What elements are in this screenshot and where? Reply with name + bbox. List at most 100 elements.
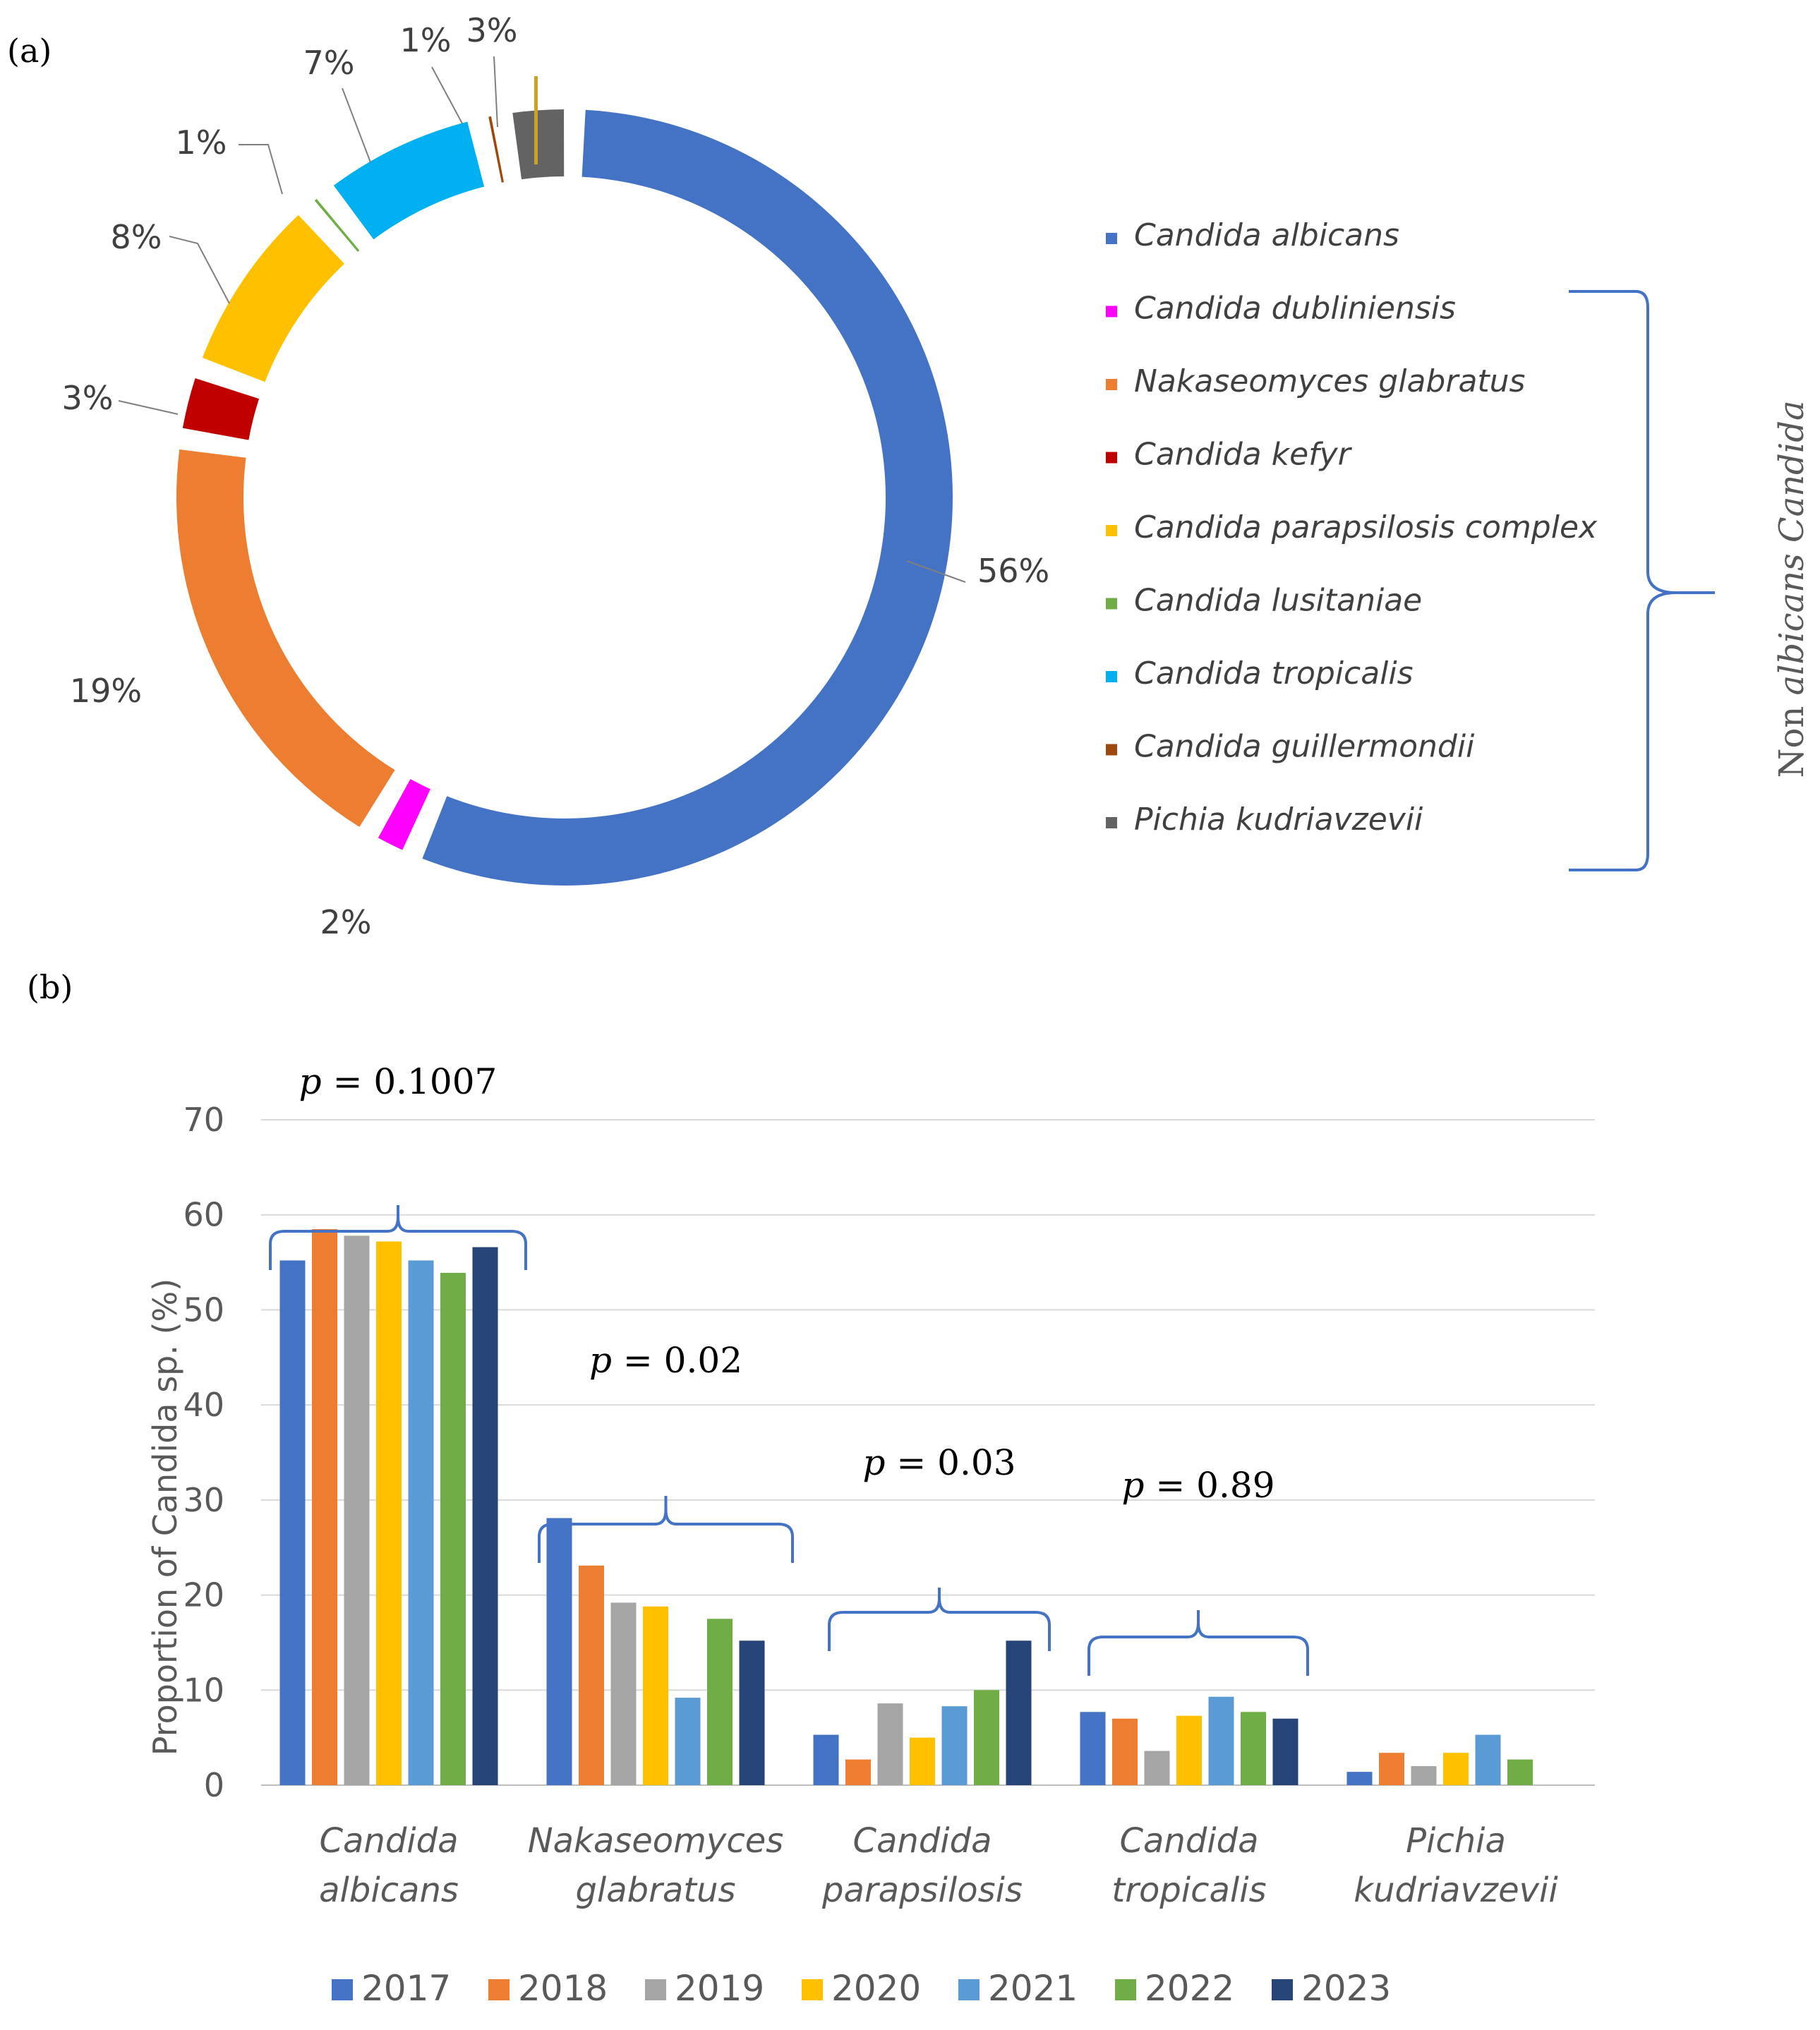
- bar-legend: 2017 2018 2019 2020 2021 2022 2023: [332, 1968, 1391, 2009]
- legend-label-nakaseomyces-glabratus: Nakaseomyces glabratus: [1134, 363, 1525, 399]
- bar-pichia-kudriavzevii-2021: [1475, 1734, 1501, 1785]
- p-value-0: p = 0.1007: [299, 1061, 498, 1102]
- legend-swatch-nakaseomyces-glabratus: [1106, 379, 1117, 390]
- legend-label-2021: 2021: [988, 1968, 1078, 2009]
- leader-line-candida-lusitaniae: [239, 144, 283, 195]
- legend-swatch-pichia-kudriavzevii: [1106, 817, 1117, 828]
- p-value-1: p = 0.02: [589, 1340, 742, 1381]
- legend-swatch-candida-parapsilosis-complex: [1106, 525, 1117, 536]
- bar-candida-albicans-2018: [312, 1228, 337, 1785]
- bar-nakaseomyces-glabratus-2019: [610, 1602, 637, 1785]
- y-tick-10: 10: [183, 1671, 224, 1709]
- donut-slice-candida-kefyr: [182, 377, 260, 440]
- bar-candida-tropicalis-2017: [1080, 1712, 1106, 1785]
- bar-candida-tropicalis-2022: [1241, 1712, 1266, 1785]
- leader-line-candida-parapsilosis-complex: [169, 236, 230, 304]
- legend-label-pichia-kudriavzevii: Pichia kudriavzevii: [1134, 802, 1423, 838]
- bar-candida-tropicalis-2018: [1112, 1718, 1138, 1785]
- x-label-candida-albicans: Candida albicans: [319, 1821, 459, 1910]
- significance-bracket-3: [1087, 1610, 1309, 1676]
- legend-label-2018: 2018: [518, 1968, 608, 2009]
- x-label-pichia-kudriavzevii: Pichia kudriavzevii: [1354, 1821, 1558, 1910]
- donut-label-candida-guillermondii: 1%: [400, 21, 452, 59]
- bar-nakaseomyces-glabratus-2021: [675, 1698, 701, 1785]
- leader-line-candida-guillermondii: [431, 66, 463, 124]
- legend-swatch-candida-lusitaniae: [1106, 598, 1117, 610]
- bar-nakaseomyces-glabratus-2020: [643, 1606, 668, 1785]
- bar-pichia-kudriavzevii-2020: [1443, 1753, 1469, 1785]
- bar-nakaseomyces-glabratus-2023: [739, 1641, 765, 1785]
- legend-swatch-2017: [332, 1979, 353, 2000]
- legend-swatch-candida-kefyr: [1106, 452, 1117, 464]
- significance-bracket-1: [538, 1496, 794, 1563]
- non-albicans-label: Non albicans Candida: [1772, 400, 1812, 778]
- legend-label-candida-parapsilosis-complex: Candida parapsilosis complex: [1134, 509, 1598, 545]
- legend-label-2020: 2020: [831, 1968, 921, 2009]
- bar-candida-albicans-2023: [472, 1247, 498, 1785]
- donut-label-candida-tropicalis: 7%: [303, 44, 355, 82]
- donut-slice-minor: [534, 76, 538, 164]
- y-tick-0: 0: [204, 1766, 224, 1804]
- bar-candida-albicans-2017: [279, 1260, 306, 1785]
- donut-legend: Candida albicans Candida dubliniensis Naka…: [1106, 217, 1598, 838]
- p-value-3: p = 0.89: [1121, 1465, 1274, 1506]
- bar-pichia-kudriavzevii-2022: [1507, 1759, 1533, 1785]
- x-label-candida-parapsilosis: Candida parapsilosis: [821, 1821, 1023, 1910]
- donut-chart: [176, 76, 953, 886]
- y-tick-30: 30: [183, 1481, 224, 1519]
- legend-label-2019: 2019: [675, 1968, 764, 2009]
- donut-slice-nakaseomyces-glabratus: [176, 449, 395, 827]
- legend-swatch-2020: [802, 1979, 823, 2000]
- bar-x-labels: Candida albicans Nakaseomyces glabratus Cand…: [319, 1821, 1558, 1910]
- legend-label-2017: 2017: [361, 1968, 451, 2009]
- legend-label-candida-guillermondii: Candida guillermondii: [1134, 729, 1475, 765]
- donut-label-candida-albicans: 56%: [977, 552, 1049, 590]
- legend-label-candida-kefyr: Candida kefyr: [1134, 437, 1353, 473]
- bar-candida-albicans-2022: [440, 1272, 466, 1785]
- bar-pichia-kudriavzevii-2019: [1411, 1766, 1437, 1785]
- donut-label-candida-parapsilosis-complex: 8%: [111, 218, 162, 256]
- y-axis-label: Proportion of Candida sp. (%): [146, 1279, 184, 1756]
- bar-nakaseomyces-glabratus-2022: [707, 1619, 733, 1785]
- y-tick-50: 50: [183, 1291, 224, 1329]
- significance-bracket-0: [269, 1205, 527, 1270]
- bar-candida-tropicalis-2021: [1208, 1696, 1234, 1785]
- donut-slice-candida-parapsilosis-complex: [202, 215, 344, 382]
- legend-label-2023: 2023: [1301, 1968, 1391, 2009]
- y-tick-70: 70: [183, 1101, 224, 1139]
- donut-slice-candida-dubliniensis: [378, 779, 430, 850]
- bar-candida-parapsilosis-2023: [1006, 1641, 1032, 1785]
- bar-nakaseomyces-glabratus-2018: [579, 1565, 604, 1785]
- bar-annotations: p = 0.1007 p = 0.02 p = 0.03 p = 0.89: [269, 1061, 1309, 1676]
- bar-candida-parapsilosis-2017: [813, 1734, 839, 1785]
- legend-swatch-2021: [958, 1979, 980, 2000]
- bar-pichia-kudriavzevii-2018: [1379, 1753, 1404, 1785]
- p-value-2: p = 0.03: [862, 1442, 1016, 1483]
- donut-slice-pichia-kudriavzevii: [512, 109, 565, 180]
- bar-candida-parapsilosis-2021: [941, 1706, 968, 1785]
- legend-label-candida-dubliniensis: Candida dubliniensis: [1134, 291, 1456, 327]
- donut-slice-candida-lusitaniae: [314, 198, 360, 252]
- bar-candida-parapsilosis-2018: [845, 1759, 871, 1785]
- significance-bracket-2: [828, 1588, 1051, 1651]
- bar-y-ticks: 0 10 20 30 40 50 60 70: [183, 1101, 224, 1804]
- legend-label-candida-albicans: Candida albicans: [1134, 217, 1399, 253]
- legend-label-candida-tropicalis: Candida tropicalis: [1134, 655, 1414, 691]
- bar-candida-albicans-2019: [344, 1235, 370, 1785]
- bar-candida-parapsilosis-2019: [877, 1703, 903, 1785]
- y-tick-20: 20: [183, 1576, 224, 1614]
- x-label-candida-tropicalis: Candida tropicalis: [1111, 1821, 1266, 1910]
- donut-slice-candida-guillermondii: [488, 116, 504, 183]
- donut-label-pichia-kudriavzevii: 3%: [466, 11, 518, 49]
- bar-nakaseomyces-glabratus-2017: [546, 1518, 572, 1785]
- legend-label-candida-lusitaniae: Candida lusitaniae: [1134, 583, 1422, 619]
- bar-candida-tropicalis-2023: [1272, 1718, 1298, 1785]
- bar-candida-parapsilosis-2022: [974, 1690, 999, 1785]
- panel-label-a: (a): [7, 32, 52, 70]
- legend-swatch-candida-albicans: [1106, 233, 1117, 244]
- y-tick-40: 40: [183, 1386, 224, 1424]
- donut-label-candida-kefyr: 3%: [62, 379, 114, 417]
- donut-slice-candida-tropicalis: [333, 121, 485, 240]
- legend-swatch-2023: [1272, 1979, 1293, 2000]
